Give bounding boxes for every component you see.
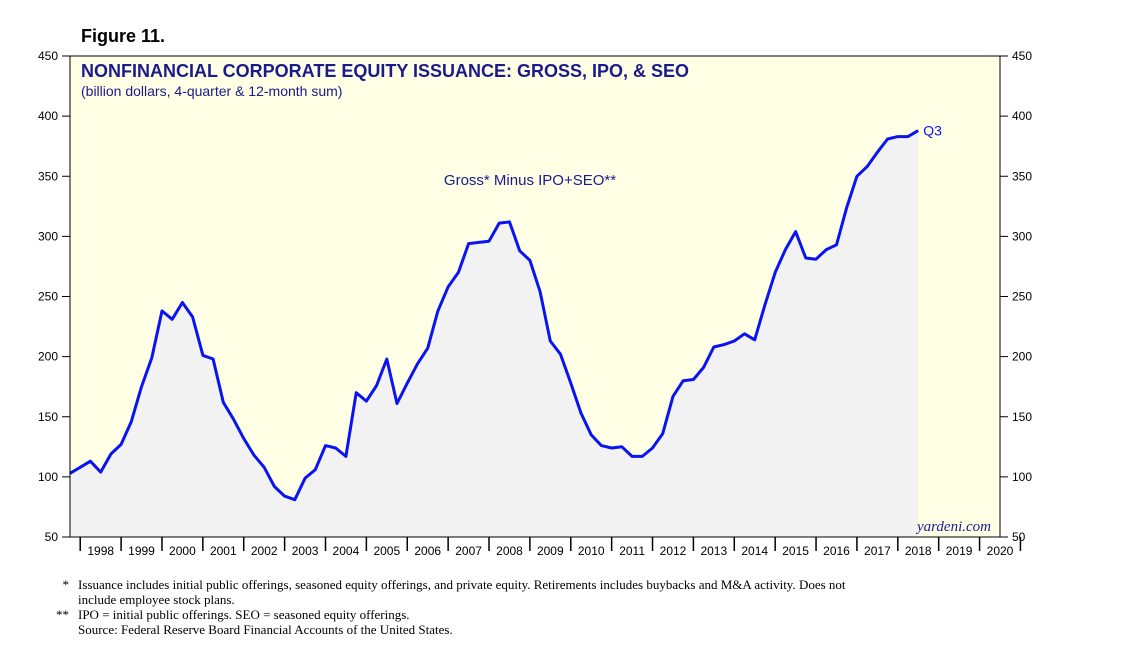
y-tick-label-left: 300 xyxy=(38,229,58,243)
figure-label: Figure 11. xyxy=(81,26,166,46)
chart-title: NONFINANCIAL CORPORATE EQUITY ISSUANCE: … xyxy=(81,61,689,81)
x-tick-label: 2018 xyxy=(905,544,932,558)
y-tick-label-right: 400 xyxy=(1012,109,1032,123)
x-tick-label: 2004 xyxy=(333,544,360,558)
footnote-text: include employee stock plans. xyxy=(78,592,235,607)
x-tick-label: 2006 xyxy=(414,544,441,558)
x-tick-label: 2010 xyxy=(578,544,605,558)
x-tick-label: 2007 xyxy=(455,544,482,558)
y-axis-left: 50 100 150 200 250 300 350 400 450 xyxy=(38,49,70,544)
y-tick-label-left: 450 xyxy=(38,49,58,63)
y-tick-label-right: 300 xyxy=(1012,229,1032,243)
x-axis: 1998 1999 2000 2001 2002 2003 2004 2005 2006 2007… xyxy=(79,537,1022,558)
x-tick-label: 1998 xyxy=(87,544,114,558)
x-tick-label: 2015 xyxy=(782,544,809,558)
series-label: Gross* Minus IPO+SEO** xyxy=(444,172,616,189)
footnote-text: Issuance includes initial public offerin… xyxy=(78,577,846,592)
x-tick-label: 2003 xyxy=(292,544,319,558)
y-tick-label-left: 250 xyxy=(38,290,58,304)
x-tick-label: 2011 xyxy=(619,544,645,558)
x-tick-label: 2002 xyxy=(251,544,278,558)
x-tick-label: 2008 xyxy=(496,544,523,558)
source-text: Source: Federal Reserve Board Financial … xyxy=(78,622,453,637)
x-tick-label: 2019 xyxy=(946,544,973,558)
x-tick-label: 2014 xyxy=(741,544,768,558)
footnote-mark: * xyxy=(62,577,70,592)
x-tick-label: 2005 xyxy=(373,544,400,558)
x-tick-label: 1999 xyxy=(128,544,155,558)
y-tick-label-right: 50 xyxy=(1012,530,1026,544)
x-tick-label: 2020 xyxy=(987,544,1014,558)
footnote-1-cont: include employee stock plans. xyxy=(47,592,1047,607)
chart-subtitle: (billion dollars, 4-quarter & 12-month s… xyxy=(81,83,342,99)
x-tick-label: 2017 xyxy=(864,544,891,558)
footnote-text: IPO = initial public offerings. SEO = se… xyxy=(78,607,410,622)
y-tick-label-left: 100 xyxy=(38,470,58,484)
series-end-label: Q3 xyxy=(923,123,942,139)
y-tick-label-left: 400 xyxy=(38,109,58,123)
y-tick-label-right: 150 xyxy=(1012,410,1032,424)
x-tick-label: 2016 xyxy=(823,544,850,558)
footnote-source: Source: Federal Reserve Board Financial … xyxy=(47,622,1047,637)
series-line xyxy=(69,129,919,502)
footnote-mark: ** xyxy=(56,607,69,622)
y-tick-label-right: 350 xyxy=(1012,169,1032,183)
y-axis-right: 50 100 150 200 250 300 350 400 450 xyxy=(1000,49,1032,544)
x-tick-label: 2013 xyxy=(700,544,727,558)
footnote-2: ** IPO = initial public offerings. SEO =… xyxy=(47,607,1047,622)
y-tick-label-left: 50 xyxy=(45,530,59,544)
y-tick-label-right: 100 xyxy=(1012,470,1032,484)
x-tick-label: 2012 xyxy=(660,544,687,558)
x-tick-label: 2000 xyxy=(169,544,196,558)
x-tick-label: 2001 xyxy=(210,544,237,558)
y-tick-label-right: 250 xyxy=(1012,290,1032,304)
watermark: yardeni.com xyxy=(915,519,991,535)
footnote-1: * Issuance includes initial public offer… xyxy=(47,577,1047,592)
y-tick-label-right: 450 xyxy=(1012,49,1032,63)
y-tick-label-left: 350 xyxy=(38,169,58,183)
y-tick-label-left: 150 xyxy=(38,410,58,424)
y-tick-label-left: 200 xyxy=(38,350,58,364)
x-tick-label: 2009 xyxy=(537,544,564,558)
footnotes: * Issuance includes initial public offer… xyxy=(47,577,1047,637)
y-tick-label-right: 200 xyxy=(1012,350,1032,364)
series-area-fill xyxy=(70,130,919,537)
